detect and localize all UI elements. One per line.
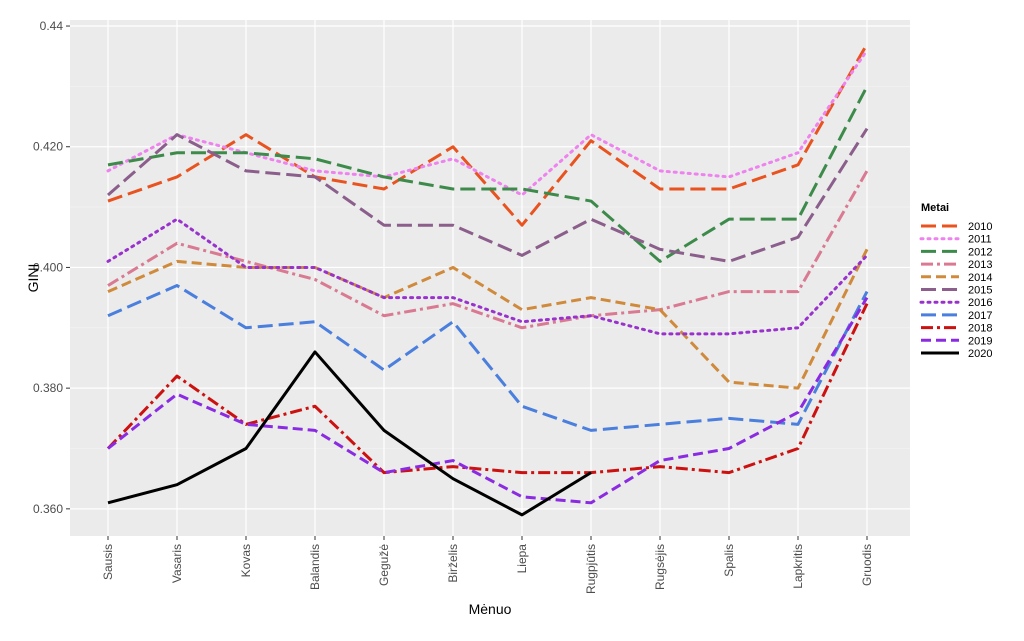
x-tick-label: Spalis [722, 544, 736, 577]
y-tick-label: 0.420 [33, 140, 63, 154]
y-tick-label: 0.44 [40, 19, 64, 33]
legend-label-2011: 2011 [968, 234, 992, 246]
series-line-2017 [107, 284, 869, 432]
x-tick-label: Vasaris [170, 544, 184, 583]
y-axis: 0.360 0.380 0.400 0.420 0.44 [33, 19, 70, 516]
legend-label-2018: 2018 [968, 323, 992, 335]
legend-label-2014: 2014 [968, 272, 992, 284]
series-line-2020 [107, 350, 592, 517]
series-line-2011 [106, 48, 869, 197]
y-tick-label: 0.380 [33, 381, 63, 395]
x-tick-label: Gegužė [377, 544, 391, 586]
series-line-2019 [107, 296, 869, 505]
series-line-2018 [106, 303, 869, 475]
series-lines [106, 43, 869, 517]
series-line-2016 [106, 217, 869, 336]
x-tick-label: Liepa [515, 544, 529, 574]
legend-label-2019: 2019 [968, 335, 992, 347]
series-line-2010 [107, 43, 869, 227]
x-tick-label: Kovas [239, 544, 253, 577]
grid-minor [70, 86, 910, 449]
x-axis: Sausis Vasaris Kovas Balandis Gegužė Birželis… [101, 536, 874, 594]
x-tick-label: Gruodis [860, 544, 874, 586]
y-tick-label: 0.400 [33, 260, 63, 274]
legend-label-2015: 2015 [968, 285, 992, 297]
series-line-2012 [107, 85, 869, 263]
legend-label-2013: 2013 [968, 259, 992, 271]
legend-label-2017: 2017 [968, 310, 992, 322]
legend-label-2012: 2012 [968, 246, 992, 258]
plot-panel [70, 20, 910, 536]
x-tick-label: Balandis [308, 544, 322, 590]
x-tick-label: Rugsėjis [653, 544, 667, 590]
x-tick-label: Sausis [101, 544, 115, 580]
y-tick-label: 0.360 [33, 502, 63, 516]
series-line-2014 [107, 248, 869, 390]
y-axis-title: GINI [25, 264, 41, 293]
series-line-2013 [107, 170, 869, 330]
legend-label-2010: 2010 [968, 221, 992, 233]
legend-title: Metai [921, 202, 949, 214]
x-tick-label: Lapkritis [791, 544, 805, 589]
legend-label-2020: 2020 [968, 348, 992, 360]
legend-label-2016: 2016 [968, 297, 992, 309]
series-line-2015 [107, 127, 869, 263]
x-tick-label: Rugpjūtis [584, 544, 598, 594]
x-tick-label: Birželis [446, 544, 460, 583]
x-axis-title: Mėnuo [469, 601, 512, 617]
legend: Metai 2010201120122013201420152016201720… [919, 202, 992, 360]
